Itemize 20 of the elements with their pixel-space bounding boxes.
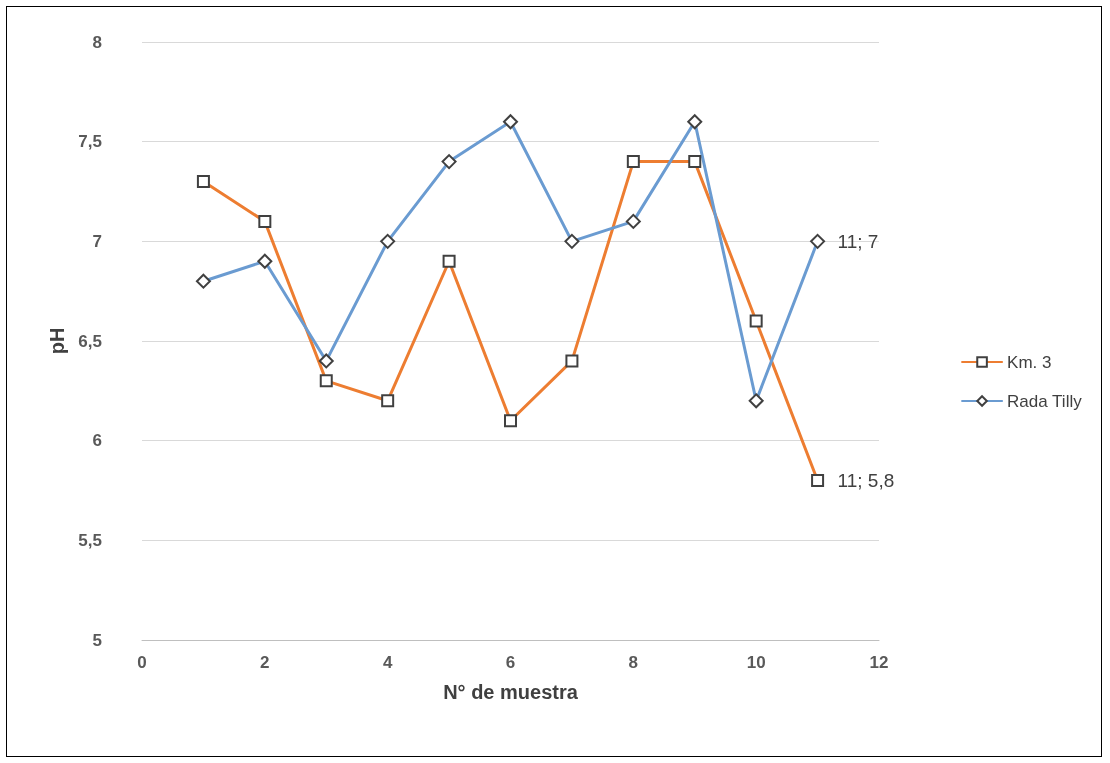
y-tick-label: 5,5 — [78, 530, 102, 550]
x-axis-title: N° de muestra — [443, 681, 579, 703]
x-tick-label: 4 — [382, 653, 393, 672]
y-tick-label: 5 — [92, 630, 102, 650]
x-tick-label: 8 — [628, 653, 639, 672]
legend-label: Km. 3 — [1007, 352, 1052, 372]
y-tick-label: 6 — [92, 431, 102, 451]
y-tick-label: 7,5 — [78, 132, 102, 152]
y-axis-title: pH — [46, 327, 68, 355]
legend-label: Rada Tilly — [1007, 391, 1083, 411]
x-tick-label: 0 — [137, 653, 147, 672]
x-tick-label: 12 — [869, 653, 889, 672]
y-tick-label: 6,5 — [78, 331, 102, 351]
x-tick-label: 6 — [505, 653, 516, 672]
x-tick-label: 2 — [260, 653, 270, 672]
annotation: 11; 7 — [837, 230, 879, 252]
annotation: 11; 5,8 — [837, 470, 895, 492]
y-tick-label: 7 — [92, 231, 102, 251]
x-tick-label: 10 — [746, 653, 766, 672]
y-tick-label: 8 — [92, 32, 102, 52]
